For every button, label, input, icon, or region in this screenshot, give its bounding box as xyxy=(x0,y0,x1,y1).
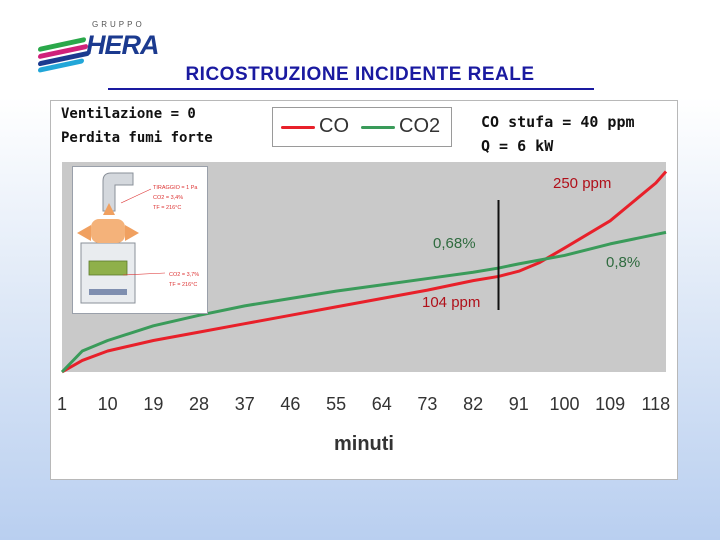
series-line-co xyxy=(61,170,668,374)
heat-exchanger xyxy=(88,260,128,276)
annotation-068-percent: 0,68% xyxy=(433,235,476,252)
flue-gas-cloud xyxy=(91,219,125,243)
x-axis-label: minuti xyxy=(334,433,394,455)
leader-line-top xyxy=(120,188,152,204)
legend-label-co: CO xyxy=(319,115,349,137)
logo-gruppo-text: GRUPPO xyxy=(92,20,145,29)
legend-swatch-co xyxy=(281,126,315,129)
flue-gas-arrow-left xyxy=(77,225,91,241)
inset-label-co2-bottom: CO2 = 3,7% xyxy=(169,272,199,278)
note-power: Q = 6 kW xyxy=(481,137,554,155)
x-tick-label: 73 xyxy=(417,394,437,414)
flue-gas-arrow-up xyxy=(103,203,115,215)
x-tick-label: 100 xyxy=(549,394,579,414)
series-line-co2 xyxy=(60,230,667,374)
x-tick-label: 10 xyxy=(98,394,118,414)
note-flue-leak: Perdita fumi forte xyxy=(61,130,213,146)
hera-logo: GRUPPO HERA xyxy=(36,18,160,73)
legend-label-co2: CO2 xyxy=(399,115,441,137)
flue-pipe xyxy=(102,172,134,212)
flue-gas-arrow-right xyxy=(125,225,139,241)
inset-label-co2-top: CO2 = 3,4% xyxy=(153,195,183,201)
note-co-stove: CO stufa = 40 ppm xyxy=(481,113,635,131)
annotation-104ppm: 104 ppm xyxy=(422,294,480,311)
inset-label-tf-bottom: TF = 216°C xyxy=(169,282,197,288)
x-tick-label: 91 xyxy=(509,394,529,414)
leader-line-bottom xyxy=(122,272,166,276)
burner xyxy=(89,289,127,295)
x-tick-label: 28 xyxy=(189,394,209,414)
logo-brand-text: HERA xyxy=(86,30,160,60)
x-tick-label: 46 xyxy=(280,394,300,414)
title-underline xyxy=(108,88,594,90)
note-ventilation: Ventilazione = 0 xyxy=(61,106,196,122)
legend-swatch-co2 xyxy=(361,126,395,129)
stove-diagram: TIRAGGIO = 1 Pa CO2 = 3,4% TF = 216°C CO… xyxy=(72,166,208,314)
x-tick-label: 55 xyxy=(326,394,346,414)
inset-label-draft: TIRAGGIO = 1 Pa xyxy=(153,185,198,191)
x-tick-label: 118 xyxy=(641,394,670,414)
x-tick-label: 64 xyxy=(372,394,392,414)
page-title: RICOSTRUZIONE INCIDENTE REALE xyxy=(185,64,535,85)
annotation-250ppm: 250 ppm xyxy=(553,175,611,192)
x-tick-label: 1 xyxy=(57,394,67,414)
x-tick-label: 37 xyxy=(235,394,255,414)
x-tick-label: 82 xyxy=(463,394,483,414)
chart-legend: CO CO2 xyxy=(272,107,452,147)
x-tick-label: 109 xyxy=(595,394,625,414)
annotation-08-percent: 0,8% xyxy=(606,254,640,271)
x-tick-label: 19 xyxy=(143,394,163,414)
inset-label-tf-top: TF = 216°C xyxy=(153,205,181,211)
